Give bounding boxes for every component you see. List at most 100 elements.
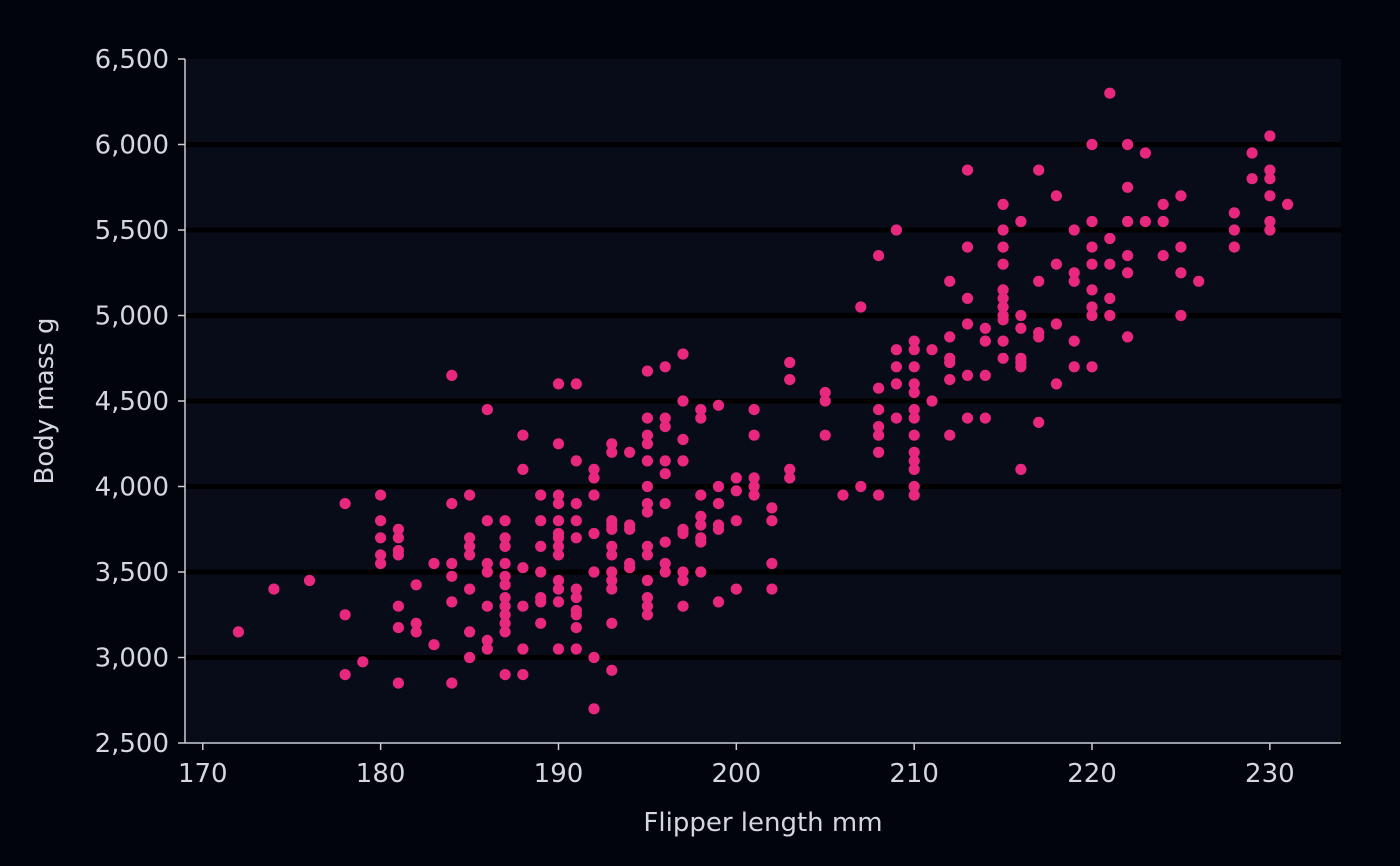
data-point — [1015, 361, 1027, 373]
data-point — [908, 361, 920, 373]
data-point — [641, 506, 654, 518]
data-point — [570, 515, 582, 527]
data-point — [908, 344, 920, 356]
data-point — [606, 574, 618, 587]
data-point — [570, 498, 582, 510]
data-point — [997, 284, 1009, 296]
data-point — [552, 574, 565, 587]
data-point — [499, 532, 511, 544]
data-point — [481, 515, 493, 527]
data-point — [446, 498, 458, 510]
data-point — [464, 540, 476, 553]
data-point — [908, 335, 920, 347]
data-point — [552, 532, 565, 544]
data-point — [944, 374, 956, 386]
data-point — [517, 643, 529, 655]
data-point — [499, 617, 511, 629]
data-point — [997, 258, 1009, 270]
data-point — [375, 489, 387, 501]
data-point — [641, 412, 654, 424]
data-point — [1033, 164, 1045, 176]
data-point — [588, 463, 600, 475]
data-point — [499, 540, 511, 553]
data-point — [837, 489, 849, 501]
data-point — [552, 438, 565, 450]
data-point — [1246, 147, 1258, 159]
data-point — [410, 617, 422, 629]
data-point — [926, 395, 938, 407]
data-point — [624, 562, 636, 574]
data-point — [535, 489, 547, 501]
data-point — [1122, 215, 1134, 228]
x-tick-label: 190 — [534, 759, 584, 789]
data-point — [873, 421, 885, 433]
data-point — [748, 489, 760, 501]
data-point — [552, 489, 565, 501]
data-point — [1015, 322, 1027, 334]
data-point — [677, 600, 689, 612]
data-point — [1104, 309, 1116, 322]
data-point — [1086, 301, 1098, 313]
data-point — [873, 382, 885, 394]
data-point — [1086, 215, 1098, 228]
data-point — [641, 455, 654, 467]
data-point — [819, 386, 831, 399]
data-point — [446, 596, 458, 608]
data-point — [997, 352, 1009, 364]
data-point — [1264, 130, 1276, 142]
data-point — [1157, 250, 1169, 262]
data-point — [908, 404, 920, 416]
data-point — [606, 664, 618, 676]
data-point — [1139, 215, 1151, 228]
data-point — [1104, 292, 1116, 304]
data-point — [606, 523, 618, 535]
data-point — [410, 626, 422, 638]
data-point — [1086, 361, 1098, 373]
data-point — [552, 515, 565, 527]
data-point — [570, 592, 582, 604]
data-point — [428, 557, 440, 570]
data-point — [446, 369, 458, 381]
data-point — [1086, 241, 1098, 253]
data-point — [517, 429, 529, 441]
data-point — [961, 241, 974, 253]
data-point — [1050, 378, 1062, 390]
data-point — [908, 463, 920, 475]
y-tick-label: 3,500 — [95, 558, 169, 588]
data-point — [641, 429, 654, 441]
data-point — [784, 374, 796, 386]
data-point — [1264, 190, 1276, 202]
data-point — [517, 463, 529, 475]
data-point — [392, 549, 404, 561]
data-point — [748, 429, 760, 441]
data-point — [339, 609, 351, 621]
data-point — [944, 331, 956, 343]
data-point — [961, 292, 974, 304]
data-point — [535, 617, 547, 629]
data-point — [873, 489, 885, 501]
data-point — [659, 361, 671, 373]
data-point — [606, 446, 618, 458]
data-point — [375, 532, 387, 544]
data-point — [481, 404, 493, 416]
data-point — [944, 429, 956, 441]
data-point — [588, 527, 600, 540]
data-point — [908, 489, 920, 501]
data-point — [908, 386, 920, 399]
data-point — [997, 241, 1009, 253]
data-point — [1015, 215, 1027, 228]
data-point — [873, 250, 885, 262]
data-point — [659, 557, 671, 570]
data-point — [588, 489, 600, 501]
data-point — [641, 609, 654, 621]
data-point — [517, 669, 529, 681]
data-point — [499, 600, 511, 612]
data-point — [606, 438, 618, 450]
data-point — [1282, 198, 1294, 210]
data-point — [606, 566, 618, 578]
data-point — [1122, 181, 1134, 193]
data-point — [908, 480, 920, 493]
data-point — [997, 301, 1009, 313]
data-point — [766, 515, 778, 527]
